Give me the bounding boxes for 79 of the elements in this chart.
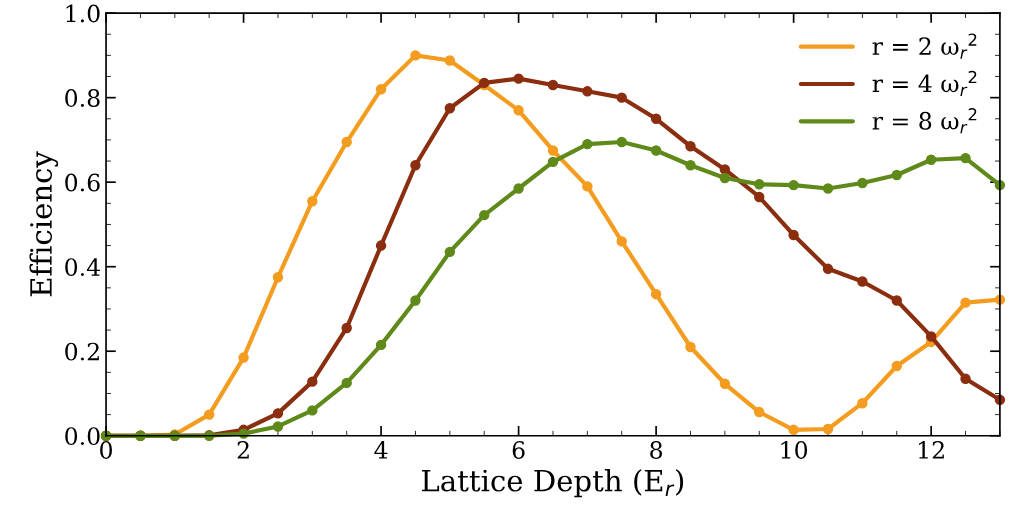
point (719, 172, 731, 184)
point (822, 423, 834, 435)
point (410, 160, 421, 171)
point (307, 376, 318, 387)
y-tick-label: 0.4 (65, 258, 100, 277)
x-axis-title: Lattice Depth (E$_{r}$) (422, 469, 684, 498)
point (650, 145, 662, 156)
point (616, 136, 627, 148)
point (891, 360, 902, 372)
point (822, 183, 834, 194)
point (582, 138, 593, 150)
point (410, 50, 421, 61)
point (754, 179, 765, 190)
point (444, 246, 456, 258)
y-tick-label: 1.0 (66, 4, 100, 23)
x-tick-label: 10 (781, 441, 808, 459)
y-tick-label: 0.8 (65, 89, 100, 107)
point (822, 263, 834, 275)
point (754, 406, 765, 418)
x-tick-label: 12 (919, 441, 944, 459)
point (925, 331, 937, 342)
point (754, 191, 765, 203)
point (685, 341, 696, 353)
point (375, 339, 387, 351)
point (857, 276, 868, 287)
point (307, 405, 318, 416)
point (444, 55, 456, 66)
point (238, 352, 249, 363)
point (857, 397, 868, 409)
point (272, 408, 284, 419)
point (307, 195, 318, 207)
point (788, 179, 799, 191)
point (891, 169, 902, 181)
point (513, 73, 524, 84)
point (650, 288, 662, 300)
point (650, 113, 662, 124)
point (341, 136, 352, 148)
point (788, 229, 799, 241)
point (272, 421, 284, 432)
x-tick-label: 2 (237, 441, 249, 459)
legend-label: r = 4 ω$_{r}$$^{2}$ (872, 70, 977, 96)
point (960, 297, 971, 308)
y-tick-label: 0.0 (65, 427, 100, 446)
x-tick-label: 8 (650, 441, 663, 459)
point (582, 181, 593, 192)
point (960, 152, 971, 164)
point (410, 295, 421, 306)
point (513, 105, 524, 116)
point (513, 183, 524, 194)
point (375, 83, 387, 95)
point (341, 322, 352, 334)
y-tick-label: 0.6 (65, 173, 100, 192)
point (616, 236, 627, 247)
point (341, 377, 352, 389)
point (788, 424, 799, 436)
point (616, 92, 627, 103)
x-tick-label: 0 (100, 441, 112, 459)
legend-label: r = 2 ω$_{r}$$^{2}$ (872, 33, 977, 59)
point (925, 154, 937, 165)
y-axis-title: Efficiency (29, 151, 59, 297)
x-tick-label: 6 (512, 441, 525, 459)
point (203, 409, 215, 420)
point (479, 209, 490, 221)
point (960, 373, 971, 384)
y-tick-label: 0.2 (65, 342, 99, 361)
point (857, 177, 868, 189)
point (547, 79, 559, 91)
point (547, 145, 559, 156)
legend-label: r = 8 ω$_{r}$$^{2}$ (872, 108, 977, 134)
point (444, 103, 456, 114)
point (719, 378, 731, 389)
x-tick-label: 4 (374, 441, 388, 459)
point (582, 86, 593, 97)
point (547, 156, 559, 168)
point (685, 141, 696, 152)
point (891, 295, 902, 306)
point (272, 272, 284, 283)
point (685, 160, 696, 171)
point (375, 240, 387, 251)
